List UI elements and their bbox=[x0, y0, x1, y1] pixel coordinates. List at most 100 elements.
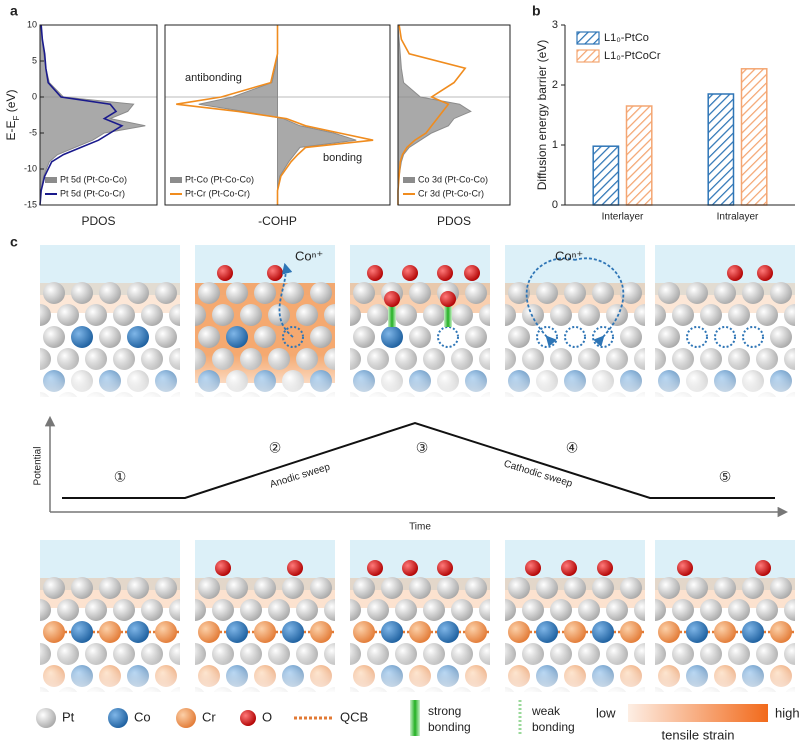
bar bbox=[592, 145, 620, 206]
atom-pt bbox=[310, 326, 332, 348]
plot-frame bbox=[397, 24, 511, 206]
atom-pt bbox=[155, 326, 177, 348]
atom-o bbox=[727, 265, 743, 281]
atom-pt bbox=[212, 599, 234, 621]
vacancy bbox=[592, 326, 614, 348]
atom-pt bbox=[658, 282, 680, 304]
atom-o bbox=[561, 560, 577, 576]
atom-pt bbox=[353, 282, 375, 304]
atom-o bbox=[597, 560, 613, 576]
o-icon bbox=[240, 710, 256, 726]
atom-pt bbox=[127, 577, 149, 599]
axis-label: Time bbox=[409, 522, 431, 533]
atom-co bbox=[127, 621, 149, 643]
atom-pt bbox=[141, 599, 163, 621]
atom-cr bbox=[254, 621, 276, 643]
fade bbox=[350, 650, 490, 692]
atom-pt bbox=[700, 599, 722, 621]
atom-pt bbox=[522, 599, 544, 621]
atom-pt bbox=[437, 577, 459, 599]
step: ① bbox=[114, 469, 127, 485]
atom-pt bbox=[254, 282, 276, 304]
ion-path bbox=[525, 257, 576, 348]
tile-content bbox=[195, 245, 335, 397]
legend-label: low bbox=[596, 705, 616, 720]
strong-bond bbox=[388, 303, 396, 327]
fade bbox=[505, 355, 645, 397]
atom-pt bbox=[536, 577, 558, 599]
atom-o bbox=[525, 560, 541, 576]
atom-cr bbox=[770, 621, 792, 643]
y-axis-label: Diffusion energy barrier (eV) bbox=[535, 40, 549, 191]
atom-pt bbox=[606, 599, 628, 621]
atom-co bbox=[71, 326, 93, 348]
atom-pt bbox=[367, 599, 389, 621]
vacancy bbox=[536, 326, 558, 348]
fade bbox=[40, 650, 180, 692]
lattice-tile bbox=[40, 540, 180, 692]
legend-label: Cr 3d (Pt-Co-Cr) bbox=[418, 188, 484, 198]
ion-path bbox=[278, 262, 294, 338]
co-icon bbox=[108, 708, 128, 728]
atom-pt bbox=[634, 599, 645, 621]
atom-pt bbox=[620, 326, 642, 348]
panel-label: b bbox=[532, 3, 541, 19]
atom-pt bbox=[43, 326, 65, 348]
atom-cr bbox=[409, 621, 431, 643]
axes bbox=[564, 25, 795, 206]
atom-pt bbox=[451, 599, 473, 621]
vacancy bbox=[564, 326, 586, 348]
y-tick-label: 10 bbox=[27, 19, 37, 29]
atom-pt bbox=[634, 304, 645, 326]
atom-pt bbox=[728, 304, 750, 326]
panel-label: a bbox=[10, 3, 18, 19]
atom-pt bbox=[672, 599, 694, 621]
tile-content bbox=[40, 540, 180, 692]
atom-pt bbox=[714, 282, 736, 304]
atom-pt bbox=[578, 599, 600, 621]
fade bbox=[655, 355, 795, 397]
x-axis-label: PDOS bbox=[437, 214, 471, 228]
atom-pt bbox=[226, 577, 248, 599]
atom-o bbox=[464, 265, 480, 281]
atom-pt bbox=[770, 326, 792, 348]
atom-pt bbox=[240, 304, 262, 326]
atom-pt bbox=[770, 577, 792, 599]
atom-co bbox=[536, 621, 558, 643]
step: ② bbox=[269, 440, 282, 456]
atom-co bbox=[592, 621, 614, 643]
ion-path bbox=[574, 257, 625, 348]
atom-pt bbox=[756, 304, 778, 326]
atom-pt bbox=[155, 282, 177, 304]
atom-pt bbox=[742, 577, 764, 599]
vacancy bbox=[686, 326, 708, 348]
atom-o bbox=[677, 560, 693, 576]
atom-pt bbox=[169, 304, 180, 326]
legend-swatch bbox=[403, 177, 415, 183]
legend-label: Pt-Cr (Pt-Co-Cr) bbox=[185, 188, 250, 198]
tile-content bbox=[655, 245, 811, 397]
atom-pt bbox=[578, 304, 600, 326]
atom-o bbox=[440, 291, 456, 307]
atom-cr bbox=[198, 621, 220, 643]
atom-pt bbox=[353, 326, 375, 348]
legend-label: O bbox=[262, 709, 272, 724]
ion-label: Coⁿ⁺ bbox=[555, 248, 583, 263]
tile-content bbox=[505, 245, 645, 397]
atom-pt bbox=[505, 304, 516, 326]
strain-bar bbox=[628, 704, 768, 722]
atom-pt bbox=[770, 282, 792, 304]
atom-o bbox=[267, 265, 283, 281]
atom-pt bbox=[756, 599, 778, 621]
atom-pt bbox=[212, 304, 234, 326]
legend-label: tensile strain bbox=[662, 727, 735, 742]
tile-content bbox=[655, 540, 795, 692]
atom-pt bbox=[141, 304, 163, 326]
atom-co bbox=[798, 326, 811, 348]
atom-pt bbox=[99, 326, 121, 348]
atom-pt bbox=[85, 599, 107, 621]
atom-cr bbox=[99, 621, 121, 643]
atom-cr bbox=[564, 621, 586, 643]
atom-cr bbox=[658, 621, 680, 643]
